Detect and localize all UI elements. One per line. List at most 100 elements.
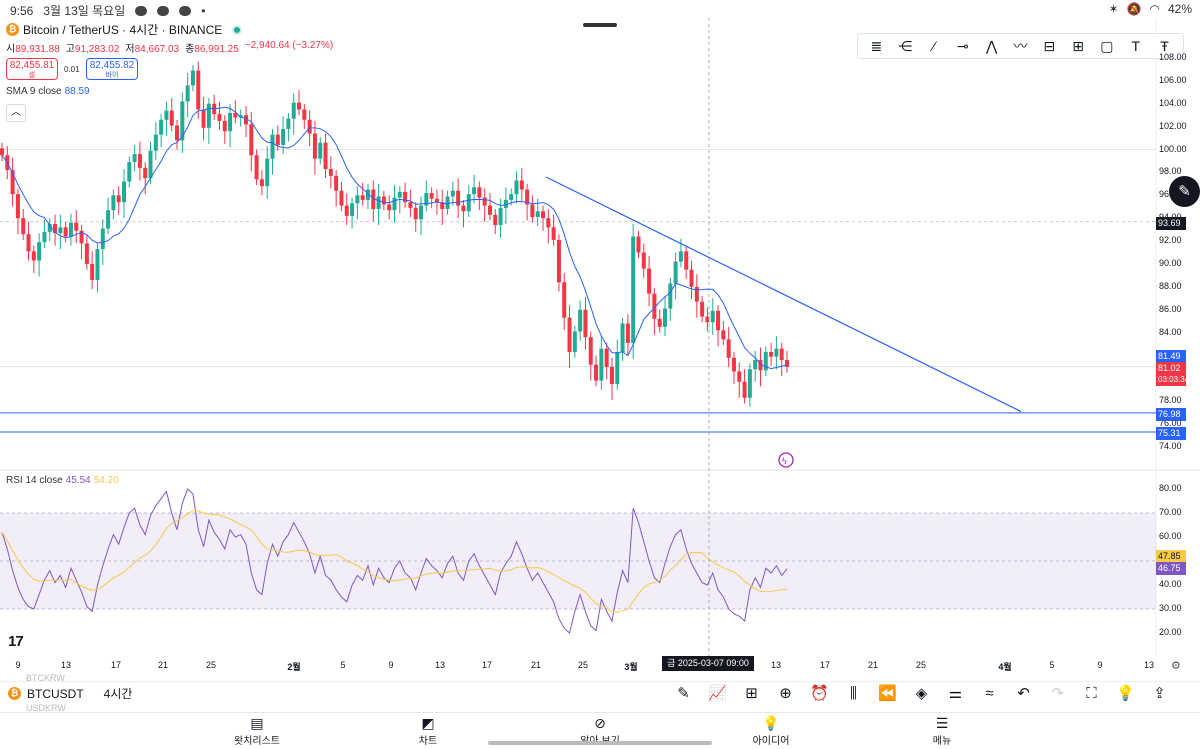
candle-body: [445, 196, 450, 210]
candle-body: [259, 179, 264, 187]
symbol-selector[interactable]: ₿ BTCUSDT 4시간: [8, 685, 132, 702]
close-value: 86,991.25: [194, 44, 239, 55]
chart-tools: ✎ 📈 ⊞ ⊕ ⏰ ⫼ ⏪ ◈ ⚌ ≈ ↶ ↷ ⛶ 💡 ⇪: [672, 683, 1171, 705]
share-icon[interactable]: ⇪: [1153, 685, 1166, 702]
open-value: 89,931.88: [15, 44, 60, 55]
alarm-icon[interactable]: ⏰: [810, 685, 829, 702]
candle-body: [541, 211, 546, 219]
chart-canvas[interactable]: ϟ: [0, 0, 1200, 660]
time-label: 17: [819, 660, 831, 670]
candle-body: [196, 70, 201, 110]
candle-body: [556, 239, 561, 283]
nav-chart[interactable]: ◩ 차트: [388, 715, 468, 747]
status-time: 9:56: [10, 3, 34, 18]
trend-line[interactable]: [545, 176, 1022, 413]
nav-watchlist[interactable]: ▤ 왓치리스트: [217, 715, 297, 747]
replay-icon[interactable]: ⏪: [878, 685, 897, 702]
watchlist-icon: ▤: [250, 715, 264, 731]
candle-body: [514, 180, 519, 195]
add-circle-icon[interactable]: ⊕: [779, 685, 792, 702]
mute-icon: 🔕: [1126, 2, 1142, 16]
candle-body: [413, 207, 418, 220]
text-icon[interactable]: T: [1131, 38, 1140, 54]
candle-body: [127, 162, 132, 182]
bottom-toolbar: [0, 681, 1200, 707]
tradingview-logo[interactable]: 17: [8, 633, 24, 650]
candle-body: [551, 227, 556, 240]
rsi-tick: 60.00: [1159, 531, 1182, 541]
sma-legend[interactable]: SMA 9 close 88.59: [6, 86, 90, 97]
settings-sliders-icon[interactable]: ⚌: [948, 685, 963, 702]
layers-icon[interactable]: ◈: [915, 685, 928, 702]
price-tick: 92.00: [1159, 235, 1182, 246]
ghost-symbol-bottom: USDKRW: [26, 703, 66, 713]
horizontal-ray-icon[interactable]: ⊸: [956, 37, 969, 54]
parallel-channel-icon[interactable]: ⊟: [1043, 37, 1056, 54]
layout-grid-icon[interactable]: ⊞: [745, 685, 758, 702]
price-tick: 86.00: [1159, 303, 1182, 314]
candle-body: [763, 352, 768, 371]
rsi-tag: 46.75: [1156, 562, 1186, 575]
time-axis[interactable]: 9131721252월59131721253월59131721254월5913: [0, 657, 1156, 673]
candle-body: [588, 337, 593, 365]
home-indicator[interactable]: [488, 741, 712, 745]
sma-line: [1, 106, 788, 370]
candle-body: [111, 195, 116, 211]
candle-body: [328, 168, 333, 176]
candle-type-icon[interactable]: ⫼: [850, 685, 857, 702]
candle-body: [68, 222, 73, 237]
candle-body: [594, 364, 599, 381]
nav-ideas[interactable]: 💡 아이디어: [731, 715, 811, 747]
symbol-title-row[interactable]: ₿ Bitcoin / TetherUS · 4시간 · BINANCE: [6, 21, 243, 38]
candle-body: [312, 133, 317, 159]
pencil-icon[interactable]: ✎: [677, 685, 690, 702]
bar-countdown: 03:03:34: [1156, 373, 1190, 386]
candle-body: [652, 293, 657, 319]
event-flash-icon[interactable]: [778, 452, 794, 468]
pitchfork-icon[interactable]: ⋲: [898, 37, 913, 54]
draw-pencil-button[interactable]: ✎: [1169, 176, 1200, 207]
chevron-up-icon[interactable]: ︿: [6, 104, 26, 122]
nav-menu[interactable]: ☰ 메뉴: [902, 715, 982, 747]
candle-body: [434, 198, 439, 203]
candle-body: [774, 348, 779, 357]
fullscreen-icon[interactable]: ⛶: [1086, 685, 1097, 702]
regression-trend-icon[interactable]: ⊞: [1072, 37, 1084, 54]
price-tick: 76.00: [1159, 418, 1182, 429]
candle-body: [408, 202, 413, 208]
text-note-icon[interactable]: Ŧ: [1160, 38, 1169, 54]
candle-body: [567, 317, 572, 353]
candle-body: [175, 125, 180, 141]
drag-handle[interactable]: [583, 23, 617, 27]
candle-body: [769, 352, 774, 357]
compare-icon[interactable]: ≈: [985, 685, 994, 702]
symbol-title: Bitcoin / TetherUS · 4시간 · BINANCE: [23, 23, 223, 37]
candle-body: [201, 109, 206, 128]
menu-icon: ☰: [935, 715, 949, 731]
undo-icon[interactable]: ↶: [1017, 685, 1030, 702]
axis-settings-icon[interactable]: ⚙: [1171, 660, 1181, 672]
fib-retracement-icon[interactable]: ≣: [870, 37, 883, 54]
high-value: 91,283.02: [74, 44, 120, 55]
trend-line-icon[interactable]: ⁄: [932, 38, 936, 54]
sell-button[interactable]: 82,455.81 셀: [6, 58, 58, 80]
candle-body: [429, 193, 434, 199]
buy-button[interactable]: 82,455.82 바이: [86, 58, 138, 80]
indicators-icon[interactable]: 📈: [708, 685, 727, 702]
candle-body: [90, 263, 95, 280]
candle-body: [217, 114, 222, 121]
rectangle-icon[interactable]: ▢: [1100, 37, 1114, 54]
elliott-wave-icon[interactable]: 〰: [1013, 38, 1028, 54]
rsi-legend[interactable]: RSI 14 close 45.54 54.20: [6, 475, 119, 486]
candle-body: [84, 243, 89, 264]
bluetooth-icon: ✶: [1108, 2, 1119, 16]
time-label: 9: [15, 660, 21, 670]
wifi-icon: ◠: [1149, 2, 1160, 16]
idea-icon[interactable]: 💡: [1116, 685, 1135, 702]
candle-body: [339, 190, 344, 206]
redo-icon[interactable]: ↷: [1051, 685, 1064, 702]
interval-selector[interactable]: 4시간: [103, 687, 133, 701]
xabcd-pattern-icon[interactable]: ⋀: [985, 37, 998, 54]
candle-body: [143, 167, 148, 179]
candle-body: [583, 309, 588, 338]
